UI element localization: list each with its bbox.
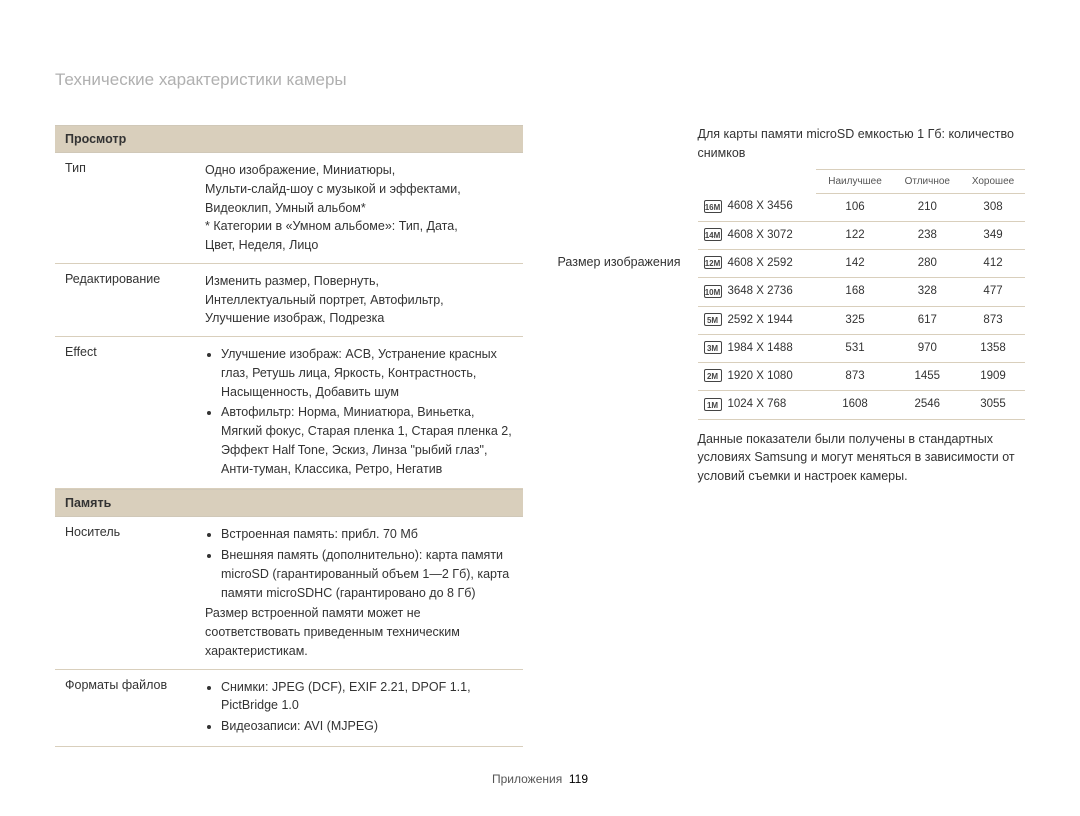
image-size-table: Наилучшее Отличное Хорошее 16M 4608 X 345… (698, 169, 1026, 420)
dimension-cell: 5M 2592 X 1944 (698, 306, 817, 334)
table-row: 3M 1984 X 1488 5319701358 (698, 334, 1026, 362)
value-cell: 168 (816, 278, 893, 306)
spec-value: Улучшение изображ: ACB, Устранение красн… (205, 345, 513, 480)
size-icon: 1M (704, 398, 722, 411)
value-cell: 873 (816, 363, 893, 391)
spec-row-type: Тип Одно изображение, Миниатюры, Мульти-… (55, 153, 523, 264)
value-cell: 349 (961, 221, 1025, 249)
table-row: 12M 4608 X 2592 142280412 (698, 250, 1026, 278)
value-cell: 328 (894, 278, 961, 306)
spec-value: Снимки: JPEG (DCF), EXIF 2.21, DPOF 1.1,… (205, 678, 513, 738)
col-header-fine: Отличное (894, 169, 961, 193)
size-icon: 14M (704, 228, 722, 241)
size-icon: 10M (704, 285, 722, 298)
col-header-good: Хорошее (961, 169, 1025, 193)
left-column: Просмотр Тип Одно изображение, Миниатюры… (55, 125, 523, 747)
bullet-item: Снимки: JPEG (DCF), EXIF 2.21, DPOF 1.1,… (221, 678, 513, 716)
value-cell: 2546 (894, 391, 961, 419)
footer-label: Приложения (492, 772, 562, 786)
bullet-item: Улучшение изображ: ACB, Устранение красн… (221, 345, 513, 401)
dimension-cell: 3M 1984 X 1488 (698, 334, 817, 362)
spec-value: Встроенная память: прибл. 70 Мб Внешняя … (205, 525, 513, 660)
value-cell: 238 (894, 221, 961, 249)
spec-row-effect: Effect Улучшение изображ: ACB, Устранени… (55, 337, 523, 489)
dimension-text: 1920 X 1080 (728, 370, 793, 382)
bullet-item: Автофильтр: Норма, Миниатюра, Виньетка, … (221, 403, 513, 478)
spec-row-edit: Редактирование Изменить размер, Повернут… (55, 264, 523, 337)
size-icon: 5M (704, 313, 722, 326)
value-cell: 280 (894, 250, 961, 278)
value-cell: 325 (816, 306, 893, 334)
dimension-text: 4608 X 2592 (728, 257, 793, 269)
table-row: 14M 4608 X 3072 122238349 (698, 221, 1026, 249)
value-cell: 122 (816, 221, 893, 249)
spec-label: Размер изображения (558, 125, 688, 486)
value-cell: 3055 (961, 391, 1025, 419)
value-cell: 210 (894, 193, 961, 221)
dimension-cell: 10M 3648 X 2736 (698, 278, 817, 306)
spec-row-formats: Форматы файлов Снимки: JPEG (DCF), EXIF … (55, 670, 523, 747)
table-row: 2M 1920 X 1080 87314551909 (698, 363, 1026, 391)
size-icon: 12M (704, 256, 722, 269)
page-footer: Приложения 119 (55, 772, 1025, 786)
value-cell: 106 (816, 193, 893, 221)
spec-label: Носитель (65, 525, 195, 660)
page-number: 119 (569, 772, 588, 786)
table-row: 5M 2592 X 1944 325617873 (698, 306, 1026, 334)
spec-value: Изменить размер, Повернуть, Интеллектуал… (205, 272, 513, 328)
section-header-memory: Память (55, 489, 523, 517)
table-note: Данные показатели были получены в станда… (698, 430, 1026, 486)
value-cell: 531 (816, 334, 893, 362)
value-cell: 873 (961, 306, 1025, 334)
value-cell: 1455 (894, 363, 961, 391)
value-cell: 1909 (961, 363, 1025, 391)
value-cell: 477 (961, 278, 1025, 306)
dimension-text: 1024 X 768 (728, 398, 787, 410)
dimension-text: 4608 X 3456 (728, 200, 793, 212)
bullet-item: Встроенная память: прибл. 70 Мб (221, 525, 513, 544)
size-icon: 3M (704, 341, 722, 354)
right-column: Размер изображения Для карты памяти micr… (558, 125, 1026, 747)
table-row: 1M 1024 X 768 160825463055 (698, 391, 1026, 419)
dimension-cell: 14M 4608 X 3072 (698, 221, 817, 249)
spec-label: Форматы файлов (65, 678, 195, 738)
page-title: Технические характеристики камеры (55, 70, 1025, 90)
spec-value: Одно изображение, Миниатюры, Мульти-слай… (205, 161, 513, 255)
intro-text: Для карты памяти microSD емкостью 1 Гб: … (698, 125, 1026, 163)
size-icon: 16M (704, 200, 722, 213)
value-cell: 412 (961, 250, 1025, 278)
size-icon: 2M (704, 369, 722, 382)
section-header-view: Просмотр (55, 125, 523, 153)
value-cell: 1358 (961, 334, 1025, 362)
spec-row-media: Носитель Встроенная память: прибл. 70 Мб… (55, 517, 523, 669)
spec-label: Тип (65, 161, 195, 255)
dimension-text: 2592 X 1944 (728, 314, 793, 326)
dimension-text: 4608 X 3072 (728, 229, 793, 241)
bullet-item: Внешняя память (дополнительно): карта па… (221, 546, 513, 602)
value-cell: 970 (894, 334, 961, 362)
value-cell: 308 (961, 193, 1025, 221)
table-row: 16M 4608 X 3456 106210308 (698, 193, 1026, 221)
value-cell: 1608 (816, 391, 893, 419)
value-cell: 617 (894, 306, 961, 334)
note-text: Размер встроенной памяти может не соотве… (205, 604, 513, 660)
table-row: 10M 3648 X 2736 168328477 (698, 278, 1026, 306)
spec-label: Редактирование (65, 272, 195, 328)
col-header-best: Наилучшее (816, 169, 893, 193)
value-cell: 142 (816, 250, 893, 278)
bullet-item: Видеозаписи: AVI (MJPEG) (221, 717, 513, 736)
dimension-cell: 2M 1920 X 1080 (698, 363, 817, 391)
spec-label: Effect (65, 345, 195, 480)
dimension-text: 3648 X 2736 (728, 285, 793, 297)
dimension-cell: 16M 4608 X 3456 (698, 193, 817, 221)
dimension-text: 1984 X 1488 (728, 342, 793, 354)
dimension-cell: 1M 1024 X 768 (698, 391, 817, 419)
dimension-cell: 12M 4608 X 2592 (698, 250, 817, 278)
